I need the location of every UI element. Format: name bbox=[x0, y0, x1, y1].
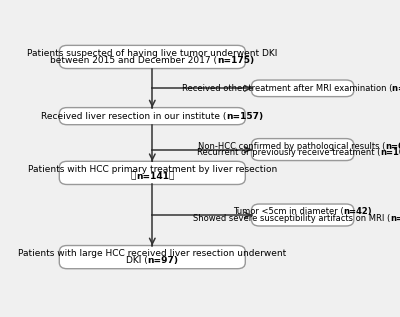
Text: n=157): n=157) bbox=[226, 112, 264, 121]
Text: n=2): n=2) bbox=[390, 214, 400, 223]
FancyBboxPatch shape bbox=[59, 107, 245, 125]
Text: Recurrent or previously receive treatment (: Recurrent or previously receive treatmen… bbox=[197, 148, 380, 157]
FancyBboxPatch shape bbox=[59, 45, 245, 68]
Text: n=42): n=42) bbox=[344, 207, 372, 216]
Text: n=10): n=10) bbox=[380, 148, 400, 157]
Text: Non-HCC confirmed by pathological results (: Non-HCC confirmed by pathological result… bbox=[198, 142, 385, 151]
Text: Patients with HCC primary treatment by liver resection: Patients with HCC primary treatment by l… bbox=[28, 165, 277, 174]
FancyBboxPatch shape bbox=[252, 139, 354, 161]
Text: Patients suspected of having live tumor underwent DKI: Patients suspected of having live tumor … bbox=[27, 49, 278, 58]
FancyBboxPatch shape bbox=[252, 80, 354, 97]
Text: n= 18): n= 18) bbox=[392, 84, 400, 93]
FancyBboxPatch shape bbox=[252, 204, 354, 226]
Text: n=97): n=97) bbox=[148, 256, 179, 265]
Text: n=141: n=141 bbox=[136, 172, 169, 181]
Text: n=175): n=175) bbox=[217, 56, 254, 65]
Text: n=6): n=6) bbox=[385, 142, 400, 151]
Text: Received liver resection in our institute (: Received liver resection in our institut… bbox=[41, 112, 226, 121]
Text: DKI (: DKI ( bbox=[126, 256, 148, 265]
Text: （: （ bbox=[130, 172, 136, 181]
FancyBboxPatch shape bbox=[59, 161, 245, 184]
Text: Received other treatment after MRI examination (: Received other treatment after MRI exami… bbox=[182, 84, 392, 93]
Text: Patients with large HCC received liver resection underwent: Patients with large HCC received liver r… bbox=[18, 249, 286, 258]
FancyBboxPatch shape bbox=[59, 245, 245, 269]
Text: Showed severe susceptibility artifacts on MRI (: Showed severe susceptibility artifacts o… bbox=[193, 214, 390, 223]
Text: Tumor <5cm in diameter (: Tumor <5cm in diameter ( bbox=[233, 207, 344, 216]
Text: ）: ） bbox=[169, 172, 174, 181]
Text: between 2015 and December 2017 (: between 2015 and December 2017 ( bbox=[50, 56, 217, 65]
